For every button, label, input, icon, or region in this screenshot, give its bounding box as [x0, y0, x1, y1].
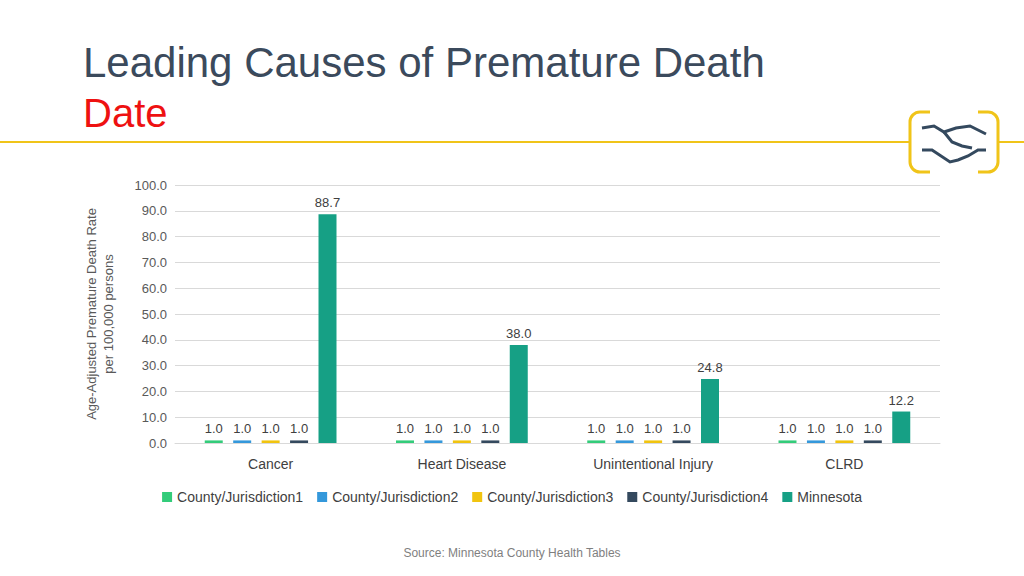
svg-text:1.0: 1.0 — [290, 421, 308, 436]
svg-text:1.0: 1.0 — [673, 421, 691, 436]
svg-text:1.0: 1.0 — [424, 421, 442, 436]
svg-text:1.0: 1.0 — [778, 421, 796, 436]
svg-text:1.0: 1.0 — [233, 421, 251, 436]
svg-text:40.0: 40.0 — [142, 332, 167, 347]
svg-text:Leading Causes of Premature De: Leading Causes of Premature Death — [83, 39, 765, 86]
svg-text:12.2: 12.2 — [889, 393, 914, 408]
svg-text:Unintentional Injury: Unintentional Injury — [593, 456, 713, 472]
svg-text:1.0: 1.0 — [453, 421, 471, 436]
svg-text:County/Jurisdiction1: County/Jurisdiction1 — [177, 489, 303, 505]
svg-text:County/Jurisdiction3: County/Jurisdiction3 — [487, 489, 613, 505]
svg-text:30.0: 30.0 — [142, 358, 167, 373]
svg-text:Heart Disease: Heart Disease — [418, 456, 507, 472]
svg-text:10.0: 10.0 — [142, 410, 167, 425]
svg-text:CLRD: CLRD — [825, 456, 863, 472]
svg-text:90.0: 90.0 — [142, 203, 167, 218]
svg-text:1.0: 1.0 — [205, 421, 223, 436]
svg-text:1.0: 1.0 — [396, 421, 414, 436]
svg-text:50.0: 50.0 — [142, 307, 167, 322]
svg-text:70.0: 70.0 — [142, 255, 167, 270]
svg-text:1.0: 1.0 — [835, 421, 853, 436]
svg-text:Cancer: Cancer — [248, 456, 293, 472]
svg-text:Minnesota: Minnesota — [797, 489, 862, 505]
svg-text:100.0: 100.0 — [134, 178, 167, 193]
svg-text:County/Jurisdiction2: County/Jurisdiction2 — [332, 489, 458, 505]
svg-text:88.7: 88.7 — [315, 195, 340, 210]
svg-text:1.0: 1.0 — [481, 421, 499, 436]
svg-text:1.0: 1.0 — [616, 421, 634, 436]
svg-text:1.0: 1.0 — [587, 421, 605, 436]
svg-text:0.0: 0.0 — [149, 436, 167, 451]
svg-text:1.0: 1.0 — [644, 421, 662, 436]
svg-text:Age-Adjusted Premature Death R: Age-Adjusted Premature Death Rate — [84, 208, 99, 420]
svg-text:20.0: 20.0 — [142, 384, 167, 399]
svg-text:38.0: 38.0 — [506, 326, 531, 341]
svg-text:1.0: 1.0 — [807, 421, 825, 436]
svg-text:Source: Minnesota County Healt: Source: Minnesota County Health Tables — [403, 546, 620, 560]
svg-text:1.0: 1.0 — [864, 421, 882, 436]
svg-text:1.0: 1.0 — [262, 421, 280, 436]
svg-text:per 100,000 persons: per 100,000 persons — [101, 254, 116, 374]
svg-text:24.8: 24.8 — [697, 360, 722, 375]
svg-text:Date: Date — [83, 91, 168, 135]
svg-text:60.0: 60.0 — [142, 281, 167, 296]
svg-text:80.0: 80.0 — [142, 229, 167, 244]
svg-text:County/Jurisdiction4: County/Jurisdiction4 — [642, 489, 768, 505]
